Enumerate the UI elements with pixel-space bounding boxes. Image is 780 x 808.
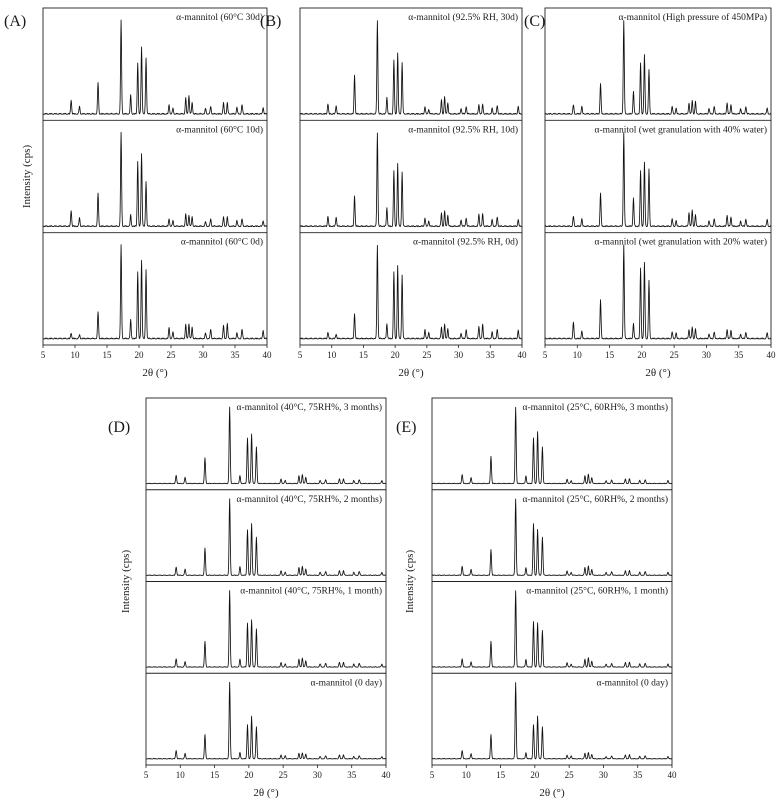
plot-frame (544, 7, 772, 346)
series-label: α-mannitol (92.5% RH, 0d) (413, 237, 518, 248)
xrd-trace (299, 244, 523, 340)
series-label: α-mannitol (40°C, 75RH%, 3 months) (237, 402, 382, 413)
x-tick-label: 25 (670, 350, 680, 360)
x-tick-label: 20 (637, 350, 647, 360)
y-axis-title: Intensity (cps) (404, 550, 416, 614)
xrd-panel-b: (B) 5 10 15 20 25 30 35 40 2θ (°) α-mannitol (92.5… (260, 7, 528, 379)
x-tick-label: 30 (702, 350, 712, 360)
x-tick-label: 20 (391, 350, 401, 360)
xrd-trace (431, 498, 673, 576)
x-tick-label: 20 (530, 770, 540, 780)
y-axis-title: Intensity (cps) (21, 145, 33, 209)
x-tick-label: 10 (573, 350, 583, 360)
series-label: α-mannitol (wet granulation with 40% wat… (595, 124, 768, 135)
x-tick-label: 5 (430, 770, 435, 780)
xrd-trace (42, 19, 268, 115)
xrd-trace (145, 498, 387, 576)
x-tick-label: 20 (135, 350, 145, 360)
y-axis-title: Intensity (cps) (120, 550, 132, 614)
series-label: α-mannitol (92.5% RH, 10d) (408, 124, 518, 135)
x-tick-label: 5 (298, 350, 303, 360)
x-tick-label: 35 (231, 350, 241, 360)
x-tick-label: 10 (462, 770, 472, 780)
panel-label: (D) (108, 419, 130, 436)
x-axis-title: 2θ (°) (645, 367, 671, 379)
x-tick-label: 35 (633, 770, 643, 780)
x-tick-label: 30 (454, 350, 464, 360)
xrd-trace (544, 244, 772, 340)
xrd-panel-e: (E) 5 10 15 20 25 30 35 40 2θ (°) Intensity (cps) α… (396, 397, 678, 799)
x-tick-label: 40 (263, 350, 273, 360)
x-tick-label: 5 (543, 350, 548, 360)
panel-label: (C) (524, 13, 545, 30)
panel-label: (A) (4, 13, 26, 30)
panel-label: (E) (396, 419, 416, 436)
series-label: α-mannitol (High pressure of 450MPa) (618, 12, 767, 23)
x-tick-label: 20 (244, 770, 254, 780)
xrd-panel-c: (C) 5 10 15 20 25 30 35 40 2θ (°) α-mannitol (High… (524, 7, 777, 379)
plot-frame (299, 7, 523, 346)
x-tick-label: 15 (496, 770, 506, 780)
x-tick-label: 40 (668, 770, 678, 780)
x-tick-label: 10 (176, 770, 186, 780)
series-label: α-mannitol (40°C, 75RH%, 1 month) (240, 586, 382, 597)
x-tick-label: 10 (327, 350, 337, 360)
x-tick-label: 40 (518, 350, 528, 360)
x-tick-label: 25 (565, 770, 575, 780)
x-tick-label: 25 (279, 770, 289, 780)
x-tick-label: 30 (313, 770, 323, 780)
x-tick-label: 5 (41, 350, 46, 360)
xrd-trace (544, 132, 772, 228)
x-tick-label: 15 (605, 350, 615, 360)
xrd-trace (431, 682, 673, 760)
series-label: α-mannitol (60°C 30d) (176, 12, 263, 23)
x-tick-label: 40 (382, 770, 392, 780)
x-tick-label: 15 (210, 770, 220, 780)
series-label: α-mannitol (0 day) (597, 677, 668, 688)
x-axis-title: 2θ (°) (253, 787, 279, 799)
x-tick-label: 15 (103, 350, 113, 360)
x-tick-label: 15 (359, 350, 369, 360)
xrd-trace (145, 681, 387, 760)
xrd-trace (431, 590, 673, 668)
x-tick-label: 30 (199, 350, 209, 360)
x-axis-title: 2θ (°) (539, 787, 565, 799)
x-tick-label: 35 (486, 350, 496, 360)
panel-label: (B) (260, 13, 281, 30)
xrd-trace (299, 132, 523, 228)
series-label: α-mannitol (25°C, 60RH%, 2 months) (523, 494, 668, 505)
x-tick-label: 25 (167, 350, 177, 360)
series-label: α-mannitol (92.5% RH, 30d) (408, 12, 518, 23)
xrd-trace (299, 20, 523, 115)
series-label: α-mannitol (60°C 0d) (181, 237, 263, 248)
xrd-trace (544, 20, 772, 115)
xrd-trace (145, 590, 387, 668)
xrd-panel-d: (D) 5 10 15 20 25 30 35 40 2θ (°) Intensity (cps) α… (108, 397, 392, 799)
x-tick-label: 30 (599, 770, 609, 780)
xrd-trace (42, 131, 268, 228)
x-tick-label: 10 (71, 350, 81, 360)
x-tick-label: 5 (144, 770, 149, 780)
x-axis-title: 2θ (°) (398, 367, 424, 379)
x-tick-label: 35 (347, 770, 357, 780)
x-axis-title: 2θ (°) (142, 367, 168, 379)
xrd-trace (431, 406, 673, 485)
series-label: α-mannitol (40°C, 75RH%, 2 months) (237, 494, 382, 505)
xrd-trace (42, 244, 268, 340)
x-tick-label: 35 (734, 350, 744, 360)
plot-frame (42, 7, 268, 346)
series-label: α-mannitol (wet granulation with 20% wat… (595, 237, 768, 248)
series-label: α-mannitol (25°C, 60RH%, 3 months) (523, 402, 668, 413)
x-tick-label: 25 (422, 350, 432, 360)
xrd-panel-a: (A) 5 10 15 20 25 30 35 40 2θ (°) Intensity (cps) α… (4, 7, 273, 379)
series-label: α-mannitol (25°C, 60RH%, 1 month) (526, 586, 668, 597)
series-label: α-mannitol (60°C 10d) (176, 124, 263, 135)
series-label: α-mannitol (0 day) (311, 677, 382, 688)
x-tick-label: 40 (767, 350, 777, 360)
xrd-trace (145, 406, 387, 485)
